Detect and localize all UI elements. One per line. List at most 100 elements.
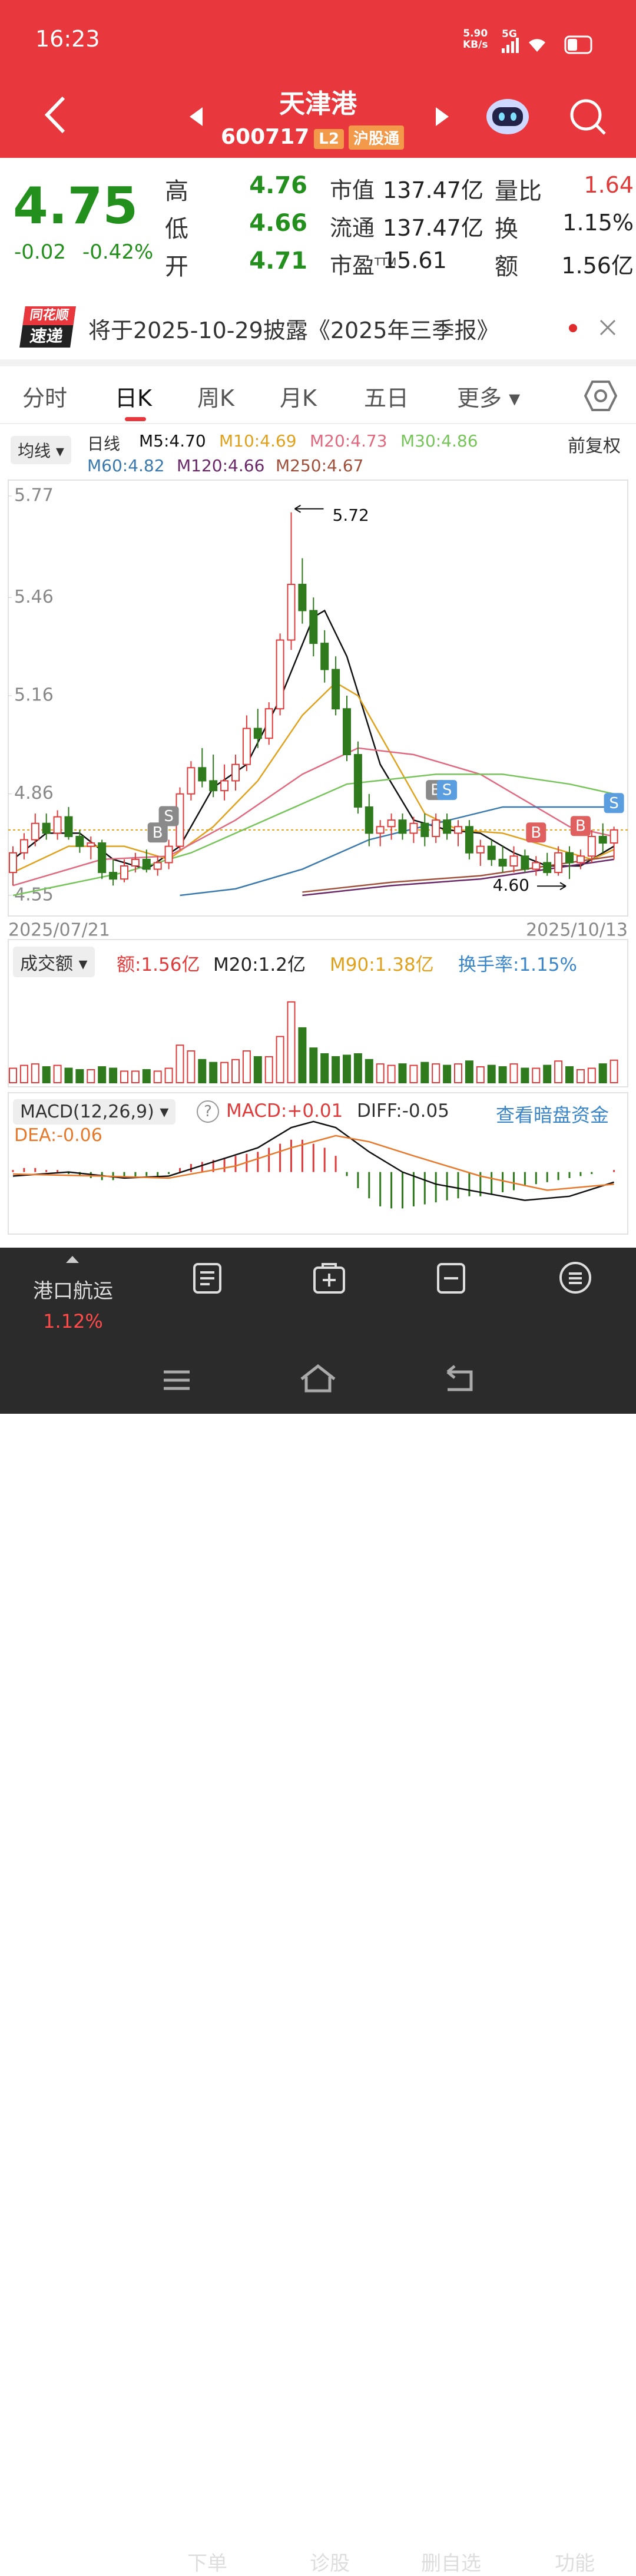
nav-item: 功能	[555, 2552, 595, 2575]
quote-value: 4.66	[249, 210, 307, 237]
quote-label: 高	[165, 178, 188, 205]
volume-bar	[298, 1027, 307, 1084]
volume-bar	[287, 1001, 296, 1084]
volume-bar	[487, 1064, 496, 1083]
macd-frame	[8, 1092, 628, 1235]
ma-legend-item: M120:4.66	[177, 456, 265, 475]
quote-value: 137.47亿	[383, 215, 483, 241]
candle-body	[487, 845, 496, 860]
robot-icon[interactable]	[484, 94, 531, 137]
candle-body	[187, 767, 196, 795]
help-icon[interactable]: ?	[197, 1100, 219, 1123]
volume-bar	[409, 1064, 418, 1083]
volume-bar	[565, 1066, 574, 1084]
tab[interactable]: 日K	[115, 385, 152, 411]
trade-marker-text: B	[531, 824, 541, 842]
candle-body	[498, 858, 507, 867]
order-icon[interactable]	[192, 1262, 223, 1295]
ma-legend-item: M20:4.73	[310, 431, 387, 451]
quote-label: 额	[495, 253, 518, 280]
nav-item: 诊股	[310, 2552, 350, 2575]
volume-bar	[87, 1069, 95, 1083]
arrow	[537, 882, 567, 891]
volume-bar	[98, 1066, 107, 1084]
tab[interactable]: 更多 ▾	[457, 385, 521, 411]
ma-legend-item: M60:4.82	[87, 456, 165, 475]
trade-marker	[147, 822, 168, 843]
candle-body	[332, 669, 340, 710]
trade-marker	[158, 806, 179, 826]
logo-bottom: 速递	[28, 326, 65, 346]
volume-bar	[432, 1063, 440, 1084]
candle-body	[131, 858, 140, 867]
speed: 5.90	[463, 28, 488, 39]
close-notice[interactable]	[598, 318, 617, 337]
y-tick-label: 5.77	[14, 485, 54, 506]
volume-bar	[164, 1067, 173, 1083]
expand-arrow[interactable]	[65, 1255, 80, 1264]
candle-body	[476, 845, 485, 854]
adjust-mode[interactable]: 前复权	[568, 436, 621, 457]
candle-body	[198, 767, 207, 782]
sector-pct: 1.12%	[43, 1310, 103, 1332]
volume-selector[interactable]: 成交额 ▾	[13, 947, 95, 977]
tab[interactable]: 分时	[22, 385, 68, 411]
volume-selector-label: 成交额	[20, 954, 73, 974]
system-nav	[164, 1364, 473, 1393]
candle-body	[365, 806, 373, 834]
ttm: TTM	[375, 256, 397, 269]
volume-bar	[387, 1064, 396, 1083]
volume-bar	[64, 1067, 73, 1083]
status-icons	[502, 35, 592, 54]
tab[interactable]: 五日	[364, 385, 409, 411]
divider	[0, 359, 636, 366]
stock-code: 600717	[221, 125, 310, 149]
candle-body	[376, 826, 385, 834]
tab[interactable]: 周K	[197, 385, 234, 411]
ma-selector[interactable]: 均线 ▾	[11, 436, 71, 464]
settings-icon[interactable]	[584, 379, 617, 412]
candle-body	[109, 872, 118, 880]
volume-bar	[376, 1063, 385, 1084]
function-icon[interactable]	[558, 1261, 592, 1295]
volume-bar	[31, 1063, 39, 1084]
volume-bar	[309, 1047, 318, 1083]
volume-bar	[498, 1066, 507, 1084]
annotation: 4.60	[493, 875, 529, 895]
notice-bar[interactable]: 同花顺 速递 将于2025-10-29披露《2025年三季报》	[0, 295, 636, 359]
volume-bar	[109, 1067, 118, 1083]
ma-period: 日线	[87, 434, 121, 454]
candle-body	[87, 842, 95, 847]
badge: L2	[314, 129, 344, 149]
macd-selector[interactable]: MACD(12,26,9) ▾	[13, 1099, 176, 1125]
dark-pool-link[interactable]: 查看暗盘资金	[496, 1104, 610, 1126]
ma-legend-item: M5:4.70	[139, 431, 206, 451]
tab[interactable]: 月K	[280, 385, 317, 411]
candle-body	[432, 819, 440, 837]
x-label: 2025/07/21	[8, 920, 110, 941]
prev-stock[interactable]	[187, 106, 205, 127]
chart-frame	[8, 480, 628, 917]
status-speed: 5.90 KB/s	[463, 28, 488, 51]
trade-marker	[526, 822, 546, 843]
quote-value: 15.61	[383, 247, 447, 273]
ma-selector-label: 均线	[18, 441, 51, 461]
candle-body	[465, 826, 473, 854]
volume-legend-item: 换手率:1.15%	[458, 954, 577, 975]
volume-bar	[187, 1050, 196, 1083]
next-stock[interactable]	[433, 106, 451, 127]
change: -0.02	[14, 240, 66, 264]
tab-indicator	[125, 417, 146, 421]
arrow	[294, 504, 324, 513]
candle-body	[19, 839, 28, 854]
remove-icon[interactable]	[436, 1262, 466, 1295]
ma-line	[12, 609, 615, 870]
sector-name[interactable]: 港口航运	[33, 1279, 113, 1303]
diagnose-icon[interactable]	[312, 1262, 346, 1295]
candle-body	[120, 865, 128, 880]
volume-bar	[120, 1070, 128, 1084]
search-icon[interactable]	[568, 97, 607, 136]
back-button[interactable]	[41, 94, 71, 135]
y-tick-label: 4.86	[14, 783, 54, 803]
